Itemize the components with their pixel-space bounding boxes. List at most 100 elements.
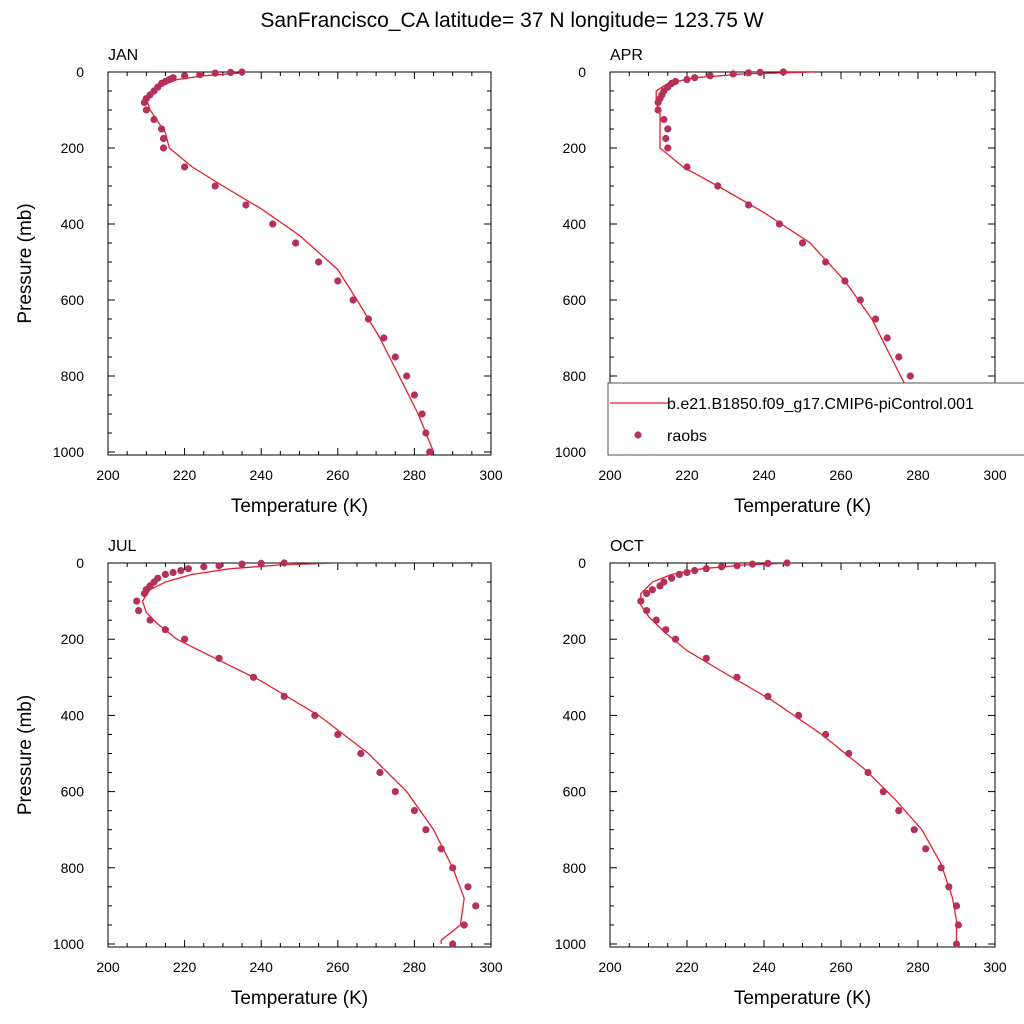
- raobs-point: [161, 626, 169, 634]
- raobs-point: [648, 586, 657, 594]
- raobs-point: [238, 560, 246, 568]
- raobs-point: [280, 559, 288, 567]
- raobs-point: [184, 565, 192, 573]
- y-axis-label: Pressure (mb): [15, 695, 36, 815]
- raobs-point: [764, 559, 772, 568]
- raobs-point: [683, 163, 691, 171]
- y-tick-label: 400: [61, 216, 85, 232]
- x-tick-label: 260: [326, 467, 350, 483]
- y-tick-label: 1000: [53, 444, 84, 460]
- raobs-point: [702, 565, 710, 573]
- x-tick-label: 200: [598, 959, 622, 975]
- y-tick-label: 200: [61, 631, 85, 647]
- y-tick-label: 1000: [555, 444, 586, 460]
- raobs-point: [349, 296, 357, 304]
- x-tick-label: 300: [983, 959, 1007, 975]
- legend: b.e21.B1850.f09_g17.CMIP6-piControl.001r…: [607, 382, 1024, 456]
- raobs-point: [242, 201, 250, 209]
- y-tick-label: 600: [61, 292, 85, 308]
- y-tick-label: 600: [563, 784, 587, 800]
- raobs-point: [895, 353, 903, 361]
- raobs-point: [403, 372, 411, 380]
- x-tick-label: 260: [829, 959, 853, 975]
- raobs-point: [714, 182, 722, 190]
- panel-label: APR: [610, 47, 643, 64]
- x-tick-label: 280: [403, 959, 427, 975]
- raobs-point: [702, 654, 710, 662]
- raobs-point: [879, 788, 887, 796]
- y-tick-label: 800: [563, 860, 587, 876]
- raobs-point: [822, 730, 830, 739]
- legend-raobs-label: raobs: [667, 428, 707, 445]
- raobs-point: [660, 115, 668, 124]
- raobs-point: [664, 125, 672, 133]
- raobs-point: [215, 562, 223, 570]
- raobs-point: [391, 788, 399, 796]
- raobs-point: [181, 72, 189, 80]
- x-tick-label: 220: [173, 959, 197, 975]
- x-tick-label: 240: [752, 959, 776, 975]
- raobs-point: [161, 570, 169, 579]
- raobs-point: [449, 940, 457, 948]
- legend-box: [607, 382, 1024, 456]
- panel-label: OCT: [610, 538, 644, 555]
- raobs-point: [733, 562, 741, 570]
- y-tick-label: 600: [61, 784, 85, 800]
- raobs-point: [822, 258, 830, 266]
- x-tick-label: 260: [829, 467, 853, 483]
- x-tick-label: 240: [752, 467, 776, 483]
- raobs-point: [745, 69, 753, 77]
- raobs-point: [140, 589, 148, 598]
- raobs-point: [150, 115, 158, 124]
- raobs-point: [410, 391, 418, 399]
- x-tick-label: 300: [983, 467, 1007, 483]
- y-tick-label: 400: [563, 216, 587, 232]
- raobs-point: [783, 559, 791, 567]
- raobs-point: [756, 68, 764, 76]
- model-series-line: [145, 72, 435, 453]
- raobs-point: [380, 334, 388, 342]
- y-tick-label: 1000: [53, 936, 84, 952]
- plot-frame: [107, 71, 492, 456]
- raobs-point: [177, 567, 185, 575]
- raobs-point: [200, 563, 208, 571]
- raobs-point: [196, 71, 204, 79]
- x-tick-label: 200: [598, 467, 622, 483]
- raobs-point: [334, 277, 342, 285]
- raobs-point: [211, 69, 219, 77]
- raobs-point: [146, 616, 154, 624]
- panel-label: JAN: [108, 47, 138, 64]
- figure-title: SanFrancisco_CA latitude= 37 N longitude…: [260, 9, 763, 32]
- x-tick-label: 220: [675, 467, 699, 483]
- x-tick-label: 280: [906, 467, 930, 483]
- x-tick-label: 220: [173, 467, 197, 483]
- raobs-point: [745, 201, 753, 209]
- raobs-point: [422, 826, 430, 834]
- raobs-point: [315, 258, 323, 266]
- legend-model-label: b.e21.B1850.f09_g17.CMIP6-piControl.001: [667, 396, 974, 413]
- y-tick-label: 200: [61, 140, 85, 156]
- raobs-point: [668, 574, 676, 582]
- x-tick-label: 300: [479, 467, 503, 483]
- raobs-point: [159, 144, 168, 152]
- raobs-point: [422, 429, 430, 437]
- x-axis-label: Temperature (K): [231, 496, 368, 517]
- raobs-point: [269, 220, 277, 228]
- raobs-point: [292, 239, 300, 247]
- y-tick-label: 200: [563, 631, 587, 647]
- y-tick-label: 600: [563, 292, 587, 308]
- raobs-point: [311, 711, 319, 720]
- x-tick-label: 240: [250, 467, 274, 483]
- raobs-point: [662, 134, 670, 143]
- raobs-point: [841, 277, 849, 285]
- raobs-point: [249, 673, 258, 681]
- raobs-point: [215, 654, 223, 662]
- y-tick-label: 200: [563, 140, 587, 156]
- raobs-point: [945, 883, 953, 891]
- raobs-point: [410, 807, 418, 815]
- raobs-point: [652, 616, 660, 624]
- raobs-point: [662, 626, 670, 634]
- raobs-point: [643, 589, 651, 598]
- panel-oct: OCT 200 220 240 260 280 300 0 200 400 600 800 1000 Te…: [555, 538, 1007, 1009]
